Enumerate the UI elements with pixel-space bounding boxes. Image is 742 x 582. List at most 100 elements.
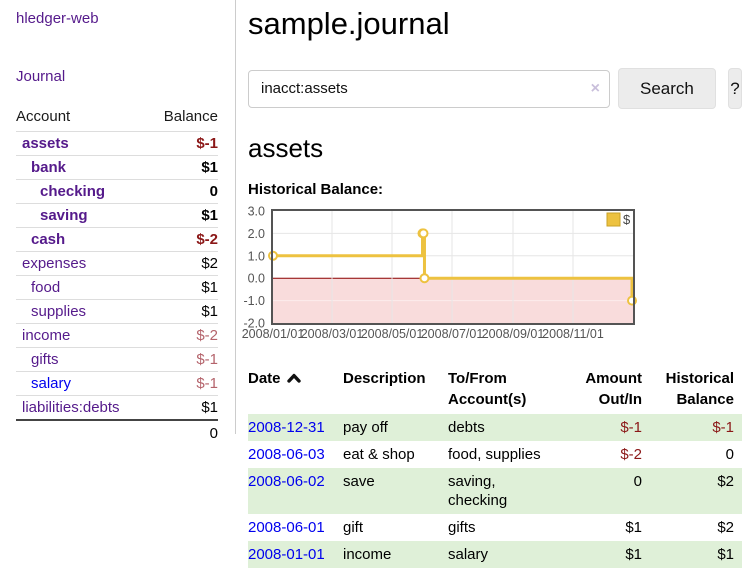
- page-title: sample.journal: [248, 6, 450, 41]
- account-row: gifts $-1: [16, 347, 218, 372]
- search-button[interactable]: Search: [618, 68, 716, 109]
- register-header-description: Description: [343, 370, 426, 387]
- sidebar: hledger-web Journal Account Balance asse…: [0, 0, 236, 442]
- nav-journal-link[interactable]: Journal: [16, 68, 66, 85]
- account-link-cash[interactable]: cash: [31, 231, 66, 248]
- account-link-income[interactable]: income: [22, 327, 71, 344]
- register-row: 2008-06-02 save saving, checking 0 $2: [248, 468, 742, 514]
- register-header-amount-out-in: Amount Out/In: [585, 370, 642, 408]
- account-link-assets[interactable]: assets: [22, 135, 69, 152]
- x-tick-label: 2008/05/01: [361, 327, 424, 341]
- transaction-description: gift: [343, 519, 364, 536]
- sort-ascending-icon: [286, 373, 301, 383]
- transaction-amount: $1: [625, 519, 642, 536]
- help-button[interactable]: ?: [727, 68, 742, 109]
- y-tick-label: -2.0: [243, 317, 265, 331]
- transaction-date-link[interactable]: 2008-01-01: [248, 546, 325, 563]
- transaction-date-link[interactable]: 2008-06-01: [248, 519, 325, 536]
- account-link-bank[interactable]: bank: [31, 159, 67, 176]
- register-header-historical-balance: Historical Balance: [665, 370, 734, 408]
- account-balance: $-1: [196, 375, 218, 392]
- account-row: salary $-1: [16, 371, 218, 396]
- account-link-food[interactable]: food: [31, 279, 61, 296]
- x-tick-label: 2008/11/01: [542, 327, 604, 341]
- transaction-description: save: [343, 468, 448, 514]
- transaction-balance: $2: [642, 468, 742, 514]
- clear-search-icon[interactable]: ×: [590, 79, 600, 97]
- search-form: × Search ?: [248, 68, 742, 109]
- transaction-description: income: [343, 541, 448, 568]
- transaction-description: eat & shop: [343, 446, 415, 463]
- account-row: saving $1: [16, 203, 218, 228]
- data-point: [419, 273, 430, 284]
- transaction-balance: $-1: [642, 414, 742, 441]
- register-table: Date Description To/From Account(s) Amount …: [248, 364, 742, 568]
- account-row: checking 0: [16, 179, 218, 204]
- account-row: assets $-1: [16, 131, 218, 156]
- account-link-saving[interactable]: saving: [40, 207, 88, 224]
- transaction-date-link[interactable]: 2008-06-02: [248, 473, 325, 490]
- account-link-expenses[interactable]: expenses: [22, 255, 87, 272]
- account-balance: $1: [201, 399, 218, 416]
- transaction-balance: $2: [717, 519, 734, 536]
- account-row: supplies $1: [16, 299, 218, 324]
- account-row: income $-2: [16, 323, 218, 348]
- account-balance: $2: [201, 255, 218, 272]
- accounts-header-account: Account: [16, 108, 71, 125]
- transaction-amount: $-2: [620, 446, 642, 463]
- transaction-date-link[interactable]: 2008-12-31: [248, 419, 325, 436]
- account-balance: $1: [201, 207, 218, 224]
- account-heading: assets: [248, 133, 324, 163]
- y-tick-label: -1.0: [243, 294, 265, 308]
- account-balance: $-2: [196, 231, 218, 248]
- register-header-date: Date: [248, 364, 343, 414]
- register-header-to-from-account-s-: To/From Account(s): [448, 370, 527, 408]
- account-balance: $-1: [196, 351, 218, 368]
- data-point: [418, 228, 429, 239]
- accounts-header-balance: Balance: [163, 108, 218, 125]
- register-row: 2008-12-31 pay off debts $-1 $-1: [248, 414, 742, 441]
- account-balance: $1: [201, 303, 218, 320]
- accounts-total-value: 0: [209, 425, 218, 442]
- brand-link[interactable]: hledger-web: [16, 10, 99, 27]
- x-tick-label: 2008/09/01: [482, 327, 545, 341]
- transaction-date-link[interactable]: 2008-06-03: [248, 446, 325, 463]
- account-row: expenses $2: [16, 251, 218, 276]
- transaction-accounts: saving, checking: [448, 468, 560, 514]
- account-link-liabilities-debts[interactable]: liabilities:debts: [22, 399, 120, 416]
- account-balance: 0: [209, 183, 218, 200]
- legend-swatch: [606, 212, 621, 227]
- main-content: sample.journal × Search ? assets Histori…: [242, 0, 742, 568]
- register-row: 2008-06-01 gift gifts $1 $2: [248, 514, 742, 541]
- transaction-amount: 0: [560, 468, 642, 514]
- transaction-accounts: food, supplies: [448, 446, 541, 463]
- account-balance: $1: [201, 279, 218, 296]
- account-row: food $1: [16, 275, 218, 300]
- transaction-accounts: gifts: [448, 519, 476, 536]
- x-tick-label: 2008/03/01: [301, 327, 364, 341]
- register-row: 2008-01-01 income salary $1 $1: [248, 541, 742, 568]
- transaction-description: pay off: [343, 414, 448, 441]
- accounts-table: Account Balance assets $-1 bank $1 checking 0…: [16, 105, 218, 448]
- account-link-checking[interactable]: checking: [40, 183, 106, 200]
- account-balance: $1: [201, 159, 218, 176]
- account-link-gifts[interactable]: gifts: [31, 351, 59, 368]
- account-balance: $-1: [196, 135, 218, 152]
- account-link-supplies[interactable]: supplies: [31, 303, 87, 320]
- y-tick-label: 2.0: [248, 227, 265, 241]
- account-link-salary[interactable]: salary: [31, 375, 72, 392]
- y-tick-label: 3.0: [248, 206, 265, 219]
- account-balance: $-2: [196, 327, 218, 344]
- transaction-balance: 0: [725, 446, 734, 463]
- chart-title: Historical Balance:: [248, 181, 384, 198]
- transaction-amount: $1: [560, 541, 642, 568]
- x-tick-label: 2008/07/01: [421, 327, 484, 341]
- search-input[interactable]: [248, 69, 610, 108]
- historical-balance-chart[interactable]: 3.0 2.0 1.0 0.0 -1.0 -2.02008/01/012008/03/01…: [240, 206, 742, 348]
- transaction-accounts: salary: [448, 541, 560, 568]
- transaction-balance: $1: [642, 541, 742, 568]
- account-row: liabilities:debts $1: [16, 395, 218, 421]
- register-row: 2008-06-03 eat & shop food, supplies $-2 0: [248, 441, 742, 468]
- legend-label: $: [623, 212, 631, 227]
- account-row: cash $-2: [16, 227, 218, 252]
